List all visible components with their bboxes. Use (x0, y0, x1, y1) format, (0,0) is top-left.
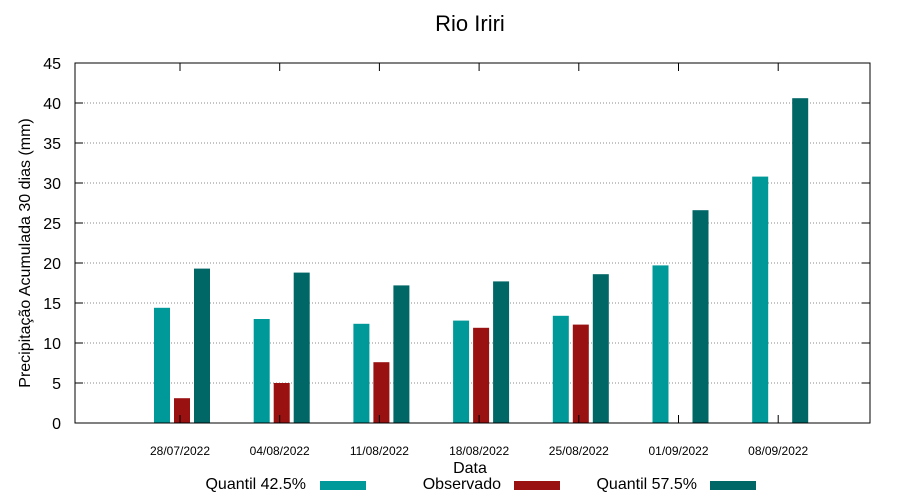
y-tick-label: 25 (43, 216, 61, 233)
legend-swatch (710, 481, 756, 490)
bar (652, 265, 669, 423)
y-axis-label: Precipitação Acumulada 30 dias (mm) (17, 118, 34, 387)
bar (592, 274, 609, 423)
x-tick-label: 25/08/2022 (549, 444, 609, 458)
y-tick-label: 30 (43, 176, 61, 193)
legend-label: Observado (423, 476, 501, 493)
bar (752, 176, 769, 423)
x-tick-label: 18/08/2022 (449, 444, 509, 458)
y-tick-label: 5 (52, 376, 61, 393)
bar (393, 285, 410, 423)
bar (473, 327, 490, 423)
plot-frame (74, 62, 871, 424)
bar (174, 398, 190, 423)
x-tick-label: 01/09/2022 (648, 444, 708, 458)
legend-label: Quantil 42.5% (205, 476, 306, 493)
bar (493, 281, 510, 423)
y-tick-label: 45 (43, 56, 61, 73)
y-tick-label: 40 (43, 96, 61, 113)
legend-label: Quantil 57.5% (596, 476, 697, 493)
chart-title: Rio Iriri (435, 11, 505, 36)
bar (572, 324, 589, 423)
bar (792, 98, 809, 423)
legend-swatch (320, 481, 366, 490)
y-tick-label: 20 (43, 256, 61, 273)
x-tick-label: 08/09/2022 (748, 444, 808, 458)
bar (194, 268, 210, 423)
x-tick-label: 11/08/2022 (350, 444, 409, 458)
bar (273, 383, 290, 423)
bar (154, 307, 170, 423)
x-tick-label: 28/07/2022 (150, 444, 210, 458)
bar (353, 323, 370, 423)
axis-ticks: 0 5 10 15 20 25 30 35 40 45 28/07/2022 04/08/2022 11… (43, 56, 870, 458)
y-tick-label: 10 (43, 336, 61, 353)
bars (154, 98, 809, 423)
y-tick-label: 35 (43, 136, 61, 153)
x-axis-label: Data (453, 460, 487, 477)
y-tick-label: 0 (52, 416, 61, 433)
bar (692, 210, 709, 423)
bar (293, 272, 310, 423)
legend: Quantil 42.5% Observado Quantil 57.5% (205, 476, 756, 493)
bar (253, 319, 270, 423)
y-tick-label: 15 (43, 296, 61, 313)
x-tick-label: 04/08/2022 (250, 444, 310, 458)
bar (552, 315, 569, 423)
bar (373, 362, 390, 423)
legend-swatch (514, 481, 560, 490)
bar (453, 320, 470, 423)
